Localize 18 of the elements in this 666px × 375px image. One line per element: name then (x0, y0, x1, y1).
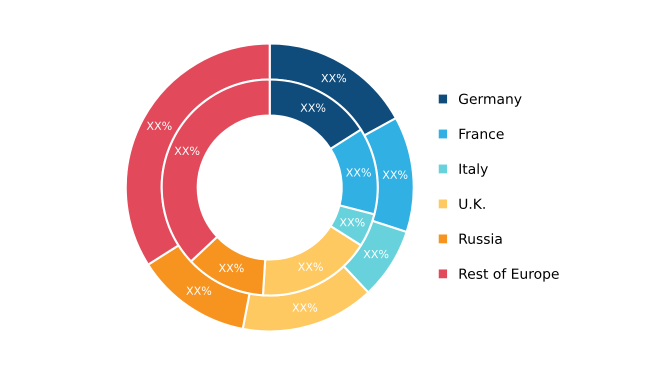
data-label: XX% (346, 168, 371, 177)
legend-label: Italy (460, 163, 488, 177)
legend-label: Russia (460, 233, 502, 244)
data-label: XX% (364, 250, 388, 258)
legend-label: France (460, 128, 504, 140)
legend-label: Germany (458, 94, 522, 107)
data-label: XX% (298, 262, 323, 271)
data-label: XX% (186, 286, 212, 295)
legend-label: U.K. (459, 198, 485, 210)
data-label: XX% (292, 303, 318, 312)
data-label: XX% (321, 74, 346, 82)
data-label: XX% (174, 146, 200, 155)
data-label: XX% (340, 218, 365, 226)
data-label: XX% (146, 122, 172, 130)
data-label: XX% (382, 170, 408, 179)
data-label: XX% (218, 264, 244, 272)
data-label: XX% (300, 103, 326, 112)
legend-label: Rest of Europe (460, 268, 559, 282)
